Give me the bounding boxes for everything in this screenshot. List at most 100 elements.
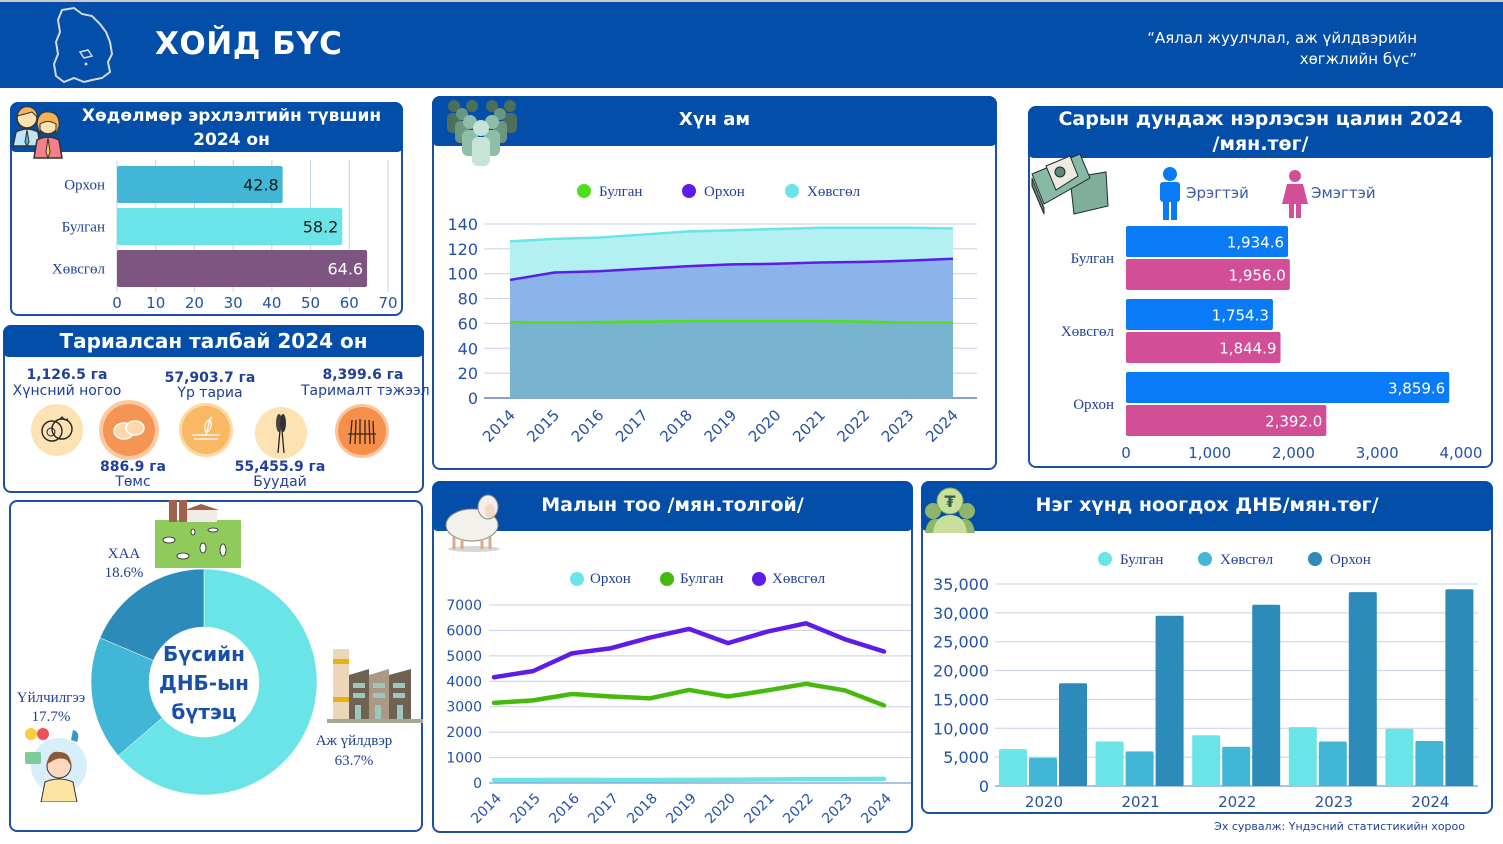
bar [1126,299,1273,330]
y-tick-label: 30,000 [933,604,989,623]
legend-marker [570,572,584,586]
bar [1126,405,1327,436]
y-tick-label: 5,000 [943,748,989,767]
area-Булган [510,320,953,398]
x-tick-label: 2016 [546,790,583,827]
x-tick-label: 2021 [1122,793,1160,811]
x-tick-label: 2022 [833,406,873,446]
x-tick-label: 2023 [1315,793,1353,811]
slice-label: Аж үйлдвэр [316,733,393,749]
bar [1029,757,1057,786]
x-tick-label: 4,000 [1440,444,1483,462]
gdp-per-capita-title: Нэг хүнд ноогдох ДНБ/мян.төг/ [1035,494,1379,516]
legend-marker [1098,552,1112,566]
y-tick-label: 0 [979,777,989,796]
category-label: Булган [1071,251,1114,267]
series-line [509,257,954,282]
legend-label: Хөвсгөл [772,571,826,587]
bar [117,166,283,203]
legend-marker [752,572,766,586]
y-tick-label: 4000 [446,674,482,690]
y-tick-label: 5000 [446,649,482,665]
x-tick-label: 2022 [1218,793,1256,811]
employment-year: 2024 он [193,130,270,150]
crop-value: 8,399.6 га [322,367,404,383]
legend-label: Орхон [704,184,745,200]
center-label-line: ДНБ-ын [159,671,249,695]
x-tick-label: 2021 [741,791,778,828]
y-tick-label: 0 [468,389,478,408]
x-tick-label: 30 [224,294,243,312]
y-tick-label: 100 [447,265,478,284]
employment-panel-header: Хөдөлмөр эрхлэлтийн түвшин 2024 он [10,102,403,152]
x-tick-label: 2024 [858,790,895,827]
y-tick-label: 25,000 [933,633,989,652]
population-title: Хүн ам [678,109,751,130]
crop-name: Тарималт тэжээл [301,383,430,399]
bar [1126,226,1289,257]
data-label: 64.6 [327,260,363,279]
legend-marker [1198,552,1212,566]
x-tick-label: 2014 [468,790,505,827]
data-label: 1,844.9 [1219,340,1276,358]
crop-value: 1,126.5 га [26,367,108,383]
bar [1288,727,1317,786]
y-tick-label: 60 [458,314,478,333]
x-tick-label: 2024 [922,406,962,446]
series-line [491,621,887,680]
data-source-note: Эх сурвалж: Үндэсний статистикийн хороо [1214,820,1465,833]
crop-value: 886.9 га [100,459,166,475]
gdp-per-capita-chart: 0 5,000 10,000 15,000 20,000 25,000 30,000 35,0… [933,552,1478,811]
male-figure-icon [1160,167,1180,220]
crop-item-vegetables: 1,126.5 га Хүнсний ногоо [7,367,127,399]
crops-title: Тариалсан талбай 2024 он [59,329,368,353]
series-line [509,319,953,325]
crop-item-fodder: 8,399.6 га Тарималт тэжээл [301,367,430,399]
bar [1348,592,1377,786]
livestock-panel: Малын тоо /мян.толгой/ 0 1000 2000 3000 4000… [432,481,913,833]
crop-item-grain: 57,903.7 га Үр тариа [150,370,270,400]
tomato-icon [31,404,83,456]
x-tick-label: 2020 [745,406,785,446]
header-banner: ХОЙД БҮС “Аялал жуулчлал, аж үйлдвэрийн … [0,0,1503,88]
gdp-per-capita-panel: Нэг хүнд ноогдох ДНБ/мян.төг/ ₮ 0 5,000 10… [921,481,1493,814]
category-label: Булган [62,220,105,236]
bar [1318,741,1347,786]
gdp-structure-panel: Аж үйлдвэр 63.7% Үйлчилгээ 17.7% ХАА 18.6% Бү… [9,500,423,832]
female-figure-icon [1282,170,1308,218]
category-label: Хөвсгөл [1061,324,1115,340]
y-tick-label: 140 [447,215,478,234]
y-tick-label: 35,000 [933,575,989,594]
x-tick-label: 2021 [789,406,829,446]
y-tick-label: 20 [458,364,478,383]
slogan-line-1: “Аялал жуулчлал, аж үйлдвэрийн [1147,29,1417,47]
service-worker-icon [25,728,87,802]
center-label-line: бүтэц [171,700,237,724]
bar [1192,735,1221,786]
x-tick-label: 2018 [624,791,661,828]
x-tick-label: 2015 [523,406,563,446]
x-tick-label: 2019 [663,791,700,828]
region-slogan: “Аялал жуулчлал, аж үйлдвэрийн хөгжлийн … [1037,28,1417,70]
bar [1155,615,1184,786]
x-tick-label: 2020 [702,791,739,828]
y-tick-label: 10,000 [933,719,989,738]
slice-label: Үйлчилгээ [17,690,85,706]
slice-value: 63.7% [335,753,374,769]
legend-marker [682,184,696,198]
x-tick-label: 2018 [656,406,696,446]
wages-chart: 0 1,000 2,000 3,000 4,000 Эрэгтэй Эмэгтэй 1,934… [1061,167,1483,462]
x-tick-label: 2022 [780,791,817,828]
crop-value: 57,903.7 га [164,370,256,386]
factory-icon [327,649,423,723]
category-label: Хөвсгөл [52,262,106,278]
slice-value: 17.7% [32,709,71,725]
x-tick-label: 60 [340,294,359,312]
data-label: 1,956.0 [1229,267,1286,285]
data-label: 42.8 [243,176,279,195]
x-tick-label: 20 [185,294,204,312]
y-tick-label: 15,000 [933,690,989,709]
series-line [491,681,887,708]
tugrik-person-icon: ₮ [925,487,975,533]
crop-name: Буудай [253,474,307,490]
